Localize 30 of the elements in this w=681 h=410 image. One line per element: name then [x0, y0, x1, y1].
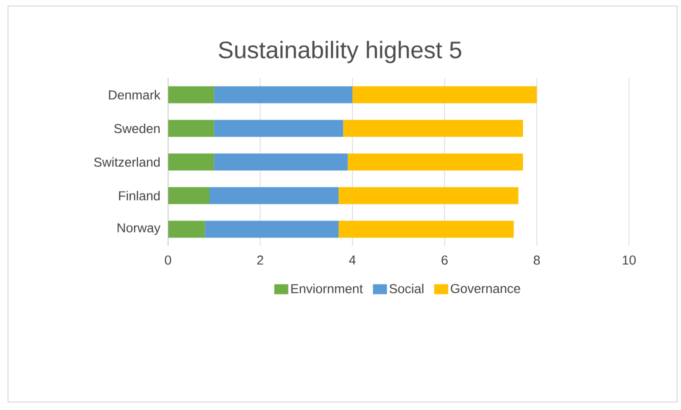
bar [168, 86, 214, 104]
legend-label: Governance [450, 284, 520, 294]
bar [214, 153, 348, 170]
y-tick-label: Finland [119, 190, 160, 200]
x-tick-label: 6 [442, 256, 448, 265]
x-tick-label: 10 [622, 256, 636, 265]
bar [209, 187, 339, 204]
bar [168, 153, 214, 170]
y-tick-label: Sweden [114, 124, 160, 134]
x-tick-label: 8 [534, 256, 540, 265]
y-tick-label: Switzerland [94, 157, 160, 167]
bar [168, 187, 210, 204]
bar [204, 220, 339, 238]
x-tick-label: 4 [349, 256, 356, 264]
bar [214, 120, 344, 137]
y-tick-label: Denmark [109, 90, 160, 100]
bar [338, 220, 514, 238]
bar [168, 220, 205, 238]
bar [168, 120, 214, 137]
legend-label: Enviornment [291, 284, 363, 294]
bar [338, 187, 518, 204]
bar [352, 86, 537, 104]
legend-label: Social [390, 284, 424, 294]
y-tick-label: Norway [118, 223, 160, 235]
x-tick-label: 0 [164, 256, 172, 265]
bar [348, 153, 523, 170]
bar [343, 120, 523, 137]
bar [214, 86, 352, 104]
chart-title: Sustainability highest 5 [218, 40, 462, 64]
x-tick-label: 2 [257, 256, 264, 265]
